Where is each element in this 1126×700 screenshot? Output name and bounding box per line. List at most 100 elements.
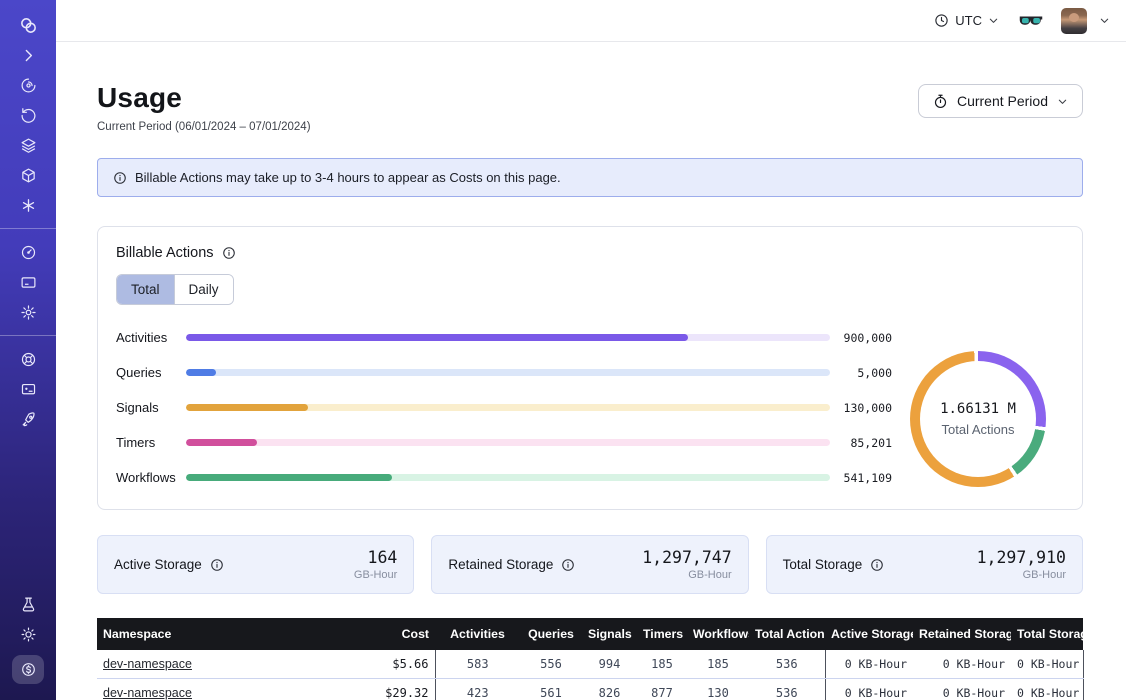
tab-total[interactable]: Total: [117, 275, 174, 304]
timers-cell: 185: [637, 650, 687, 679]
schedules-icon[interactable]: [15, 104, 41, 126]
stopwatch-icon: [934, 94, 947, 108]
chevron-down-icon: [989, 18, 998, 23]
period-selector-button[interactable]: Current Period: [917, 84, 1083, 118]
total-actions-donut: 1.66131 M Total Actions: [910, 351, 1046, 487]
storage-card-unit: GB-Hour: [1022, 569, 1066, 581]
bar-label: Queries: [116, 365, 162, 380]
usage-bar-row: Timers 85,201: [116, 435, 892, 450]
chevron-down-icon: [1058, 99, 1067, 104]
user-avatar[interactable]: [1061, 7, 1087, 34]
storage-card-label: Retained Storage: [448, 557, 554, 572]
labs-flask-icon[interactable]: [15, 593, 41, 615]
queries-cell: 556: [520, 650, 582, 679]
bar-label: Signals: [116, 400, 159, 415]
signals-bar: [186, 404, 830, 411]
usage-bar-row: Workflows 541,109: [116, 470, 892, 485]
storage-card-value: 1,297,747: [642, 548, 732, 567]
info-icon[interactable]: [870, 558, 884, 572]
credits-dollar-icon[interactable]: [12, 655, 44, 684]
timezone-selector[interactable]: UTC: [934, 13, 999, 28]
namespace-link[interactable]: dev-namespace: [103, 657, 192, 671]
cost-cell: $5.66: [317, 650, 436, 679]
retained-storage-cell: 0 KB-Hour: [913, 650, 1011, 679]
temporal-logo-icon[interactable]: [15, 14, 41, 36]
activities-cell: 583: [435, 650, 520, 679]
col-retained-storage: Retained Storage: [913, 618, 1011, 650]
total-actions-cell: 536: [749, 678, 826, 700]
bar-value: 900,000: [843, 330, 892, 345]
billing-icon[interactable]: [15, 271, 41, 293]
namespace-link[interactable]: dev-namespace: [103, 686, 192, 700]
bar-label: Workflows: [116, 470, 176, 485]
settings-gear-icon[interactable]: [15, 301, 41, 323]
col-queries: Queries: [520, 618, 582, 650]
queries-bar: [186, 369, 830, 376]
workflows-bar: [186, 474, 830, 481]
usage-bar-row: Queries 5,000: [116, 365, 892, 380]
col-timers: Timers: [637, 618, 687, 650]
namespace-usage-table: Namespace Cost Activities Queries Signal…: [97, 618, 1084, 700]
deployments-icon[interactable]: [15, 134, 41, 156]
storage-card-value: 164: [367, 548, 398, 567]
active-storage-card: Active Storage 164 GB-Hour: [97, 535, 415, 594]
clock-icon: [935, 14, 948, 27]
col-cost: Cost: [317, 618, 435, 650]
info-icon: [114, 171, 126, 184]
usage-bar-row: Activities 900,000: [116, 330, 892, 345]
col-workflows: Workflows: [687, 618, 749, 650]
expand-sidebar-icon[interactable]: [15, 44, 41, 66]
active-storage-cell: 0 KB-Hour: [825, 678, 913, 700]
col-activities: Activities: [435, 618, 520, 650]
topbar: UTC: [56, 0, 1126, 42]
billable-actions-title: Billable Actions: [116, 245, 214, 261]
total-storage-card: Total Storage 1,297,910 GB-Hour: [765, 535, 1083, 594]
signals-cell: 826: [582, 678, 637, 700]
billable-actions-card: Billable Actions Total Daily Activities …: [97, 226, 1083, 510]
tab-daily[interactable]: Daily: [173, 275, 233, 304]
feedback-monitor-icon[interactable]: [15, 378, 41, 400]
activities-cell: 423: [435, 678, 520, 700]
info-icon[interactable]: [222, 246, 236, 260]
billable-view-tabs: Total Daily: [116, 274, 234, 305]
storage-card-label: Total Storage: [782, 557, 863, 572]
bar-value: 130,000: [843, 400, 892, 415]
theme-sun-icon[interactable]: [15, 623, 41, 645]
getting-started-rocket-icon[interactable]: [15, 408, 41, 430]
total-storage-cell: 0 KB-Hour: [1011, 650, 1084, 679]
timers-bar: [186, 439, 830, 446]
namespaces-icon[interactable]: [15, 74, 41, 96]
usage-bar-row: Signals 130,000: [116, 400, 892, 415]
queries-cell: 561: [520, 678, 582, 700]
storage-card-label: Active Storage: [114, 557, 202, 572]
period-button-label: Current Period: [956, 93, 1048, 109]
workflows-cell: 130: [687, 678, 749, 700]
active-storage-cell: 0 KB-Hour: [825, 650, 913, 679]
workflows-cube-icon[interactable]: [15, 164, 41, 186]
table-row: dev-namespace $29.32 423 561 826 877 130…: [97, 678, 1084, 700]
usage-icon[interactable]: [15, 241, 41, 263]
account-chevron-down-icon[interactable]: [1099, 15, 1110, 26]
glasses-icon[interactable]: [1019, 12, 1043, 30]
total-storage-cell: 0 KB-Hour: [1011, 678, 1084, 700]
info-icon[interactable]: [561, 558, 575, 572]
sidebar-divider: [0, 335, 56, 336]
bar-label: Timers: [116, 435, 156, 450]
info-banner: Billable Actions may take up to 3-4 hour…: [97, 158, 1083, 197]
signals-cell: 994: [582, 650, 637, 679]
timers-cell: 877: [637, 678, 687, 700]
bar-value: 5,000: [857, 365, 892, 380]
support-lifebuoy-icon[interactable]: [15, 348, 41, 370]
nexus-icon[interactable]: [15, 194, 41, 216]
storage-card-unit: GB-Hour: [688, 569, 732, 581]
sidebar: [0, 0, 56, 700]
col-namespace: Namespace: [97, 618, 317, 650]
total-actions-label: Total Actions: [941, 422, 1015, 437]
activities-bar: [186, 334, 830, 341]
info-icon[interactable]: [210, 558, 224, 572]
main-content: Usage Current Period (06/01/2024 – 07/01…: [56, 82, 1126, 700]
bar-label: Activities: [116, 330, 168, 345]
cost-cell: $29.32: [317, 678, 436, 700]
col-total-actions: Total Actions: [749, 618, 825, 650]
workflows-cell: 185: [687, 650, 749, 679]
